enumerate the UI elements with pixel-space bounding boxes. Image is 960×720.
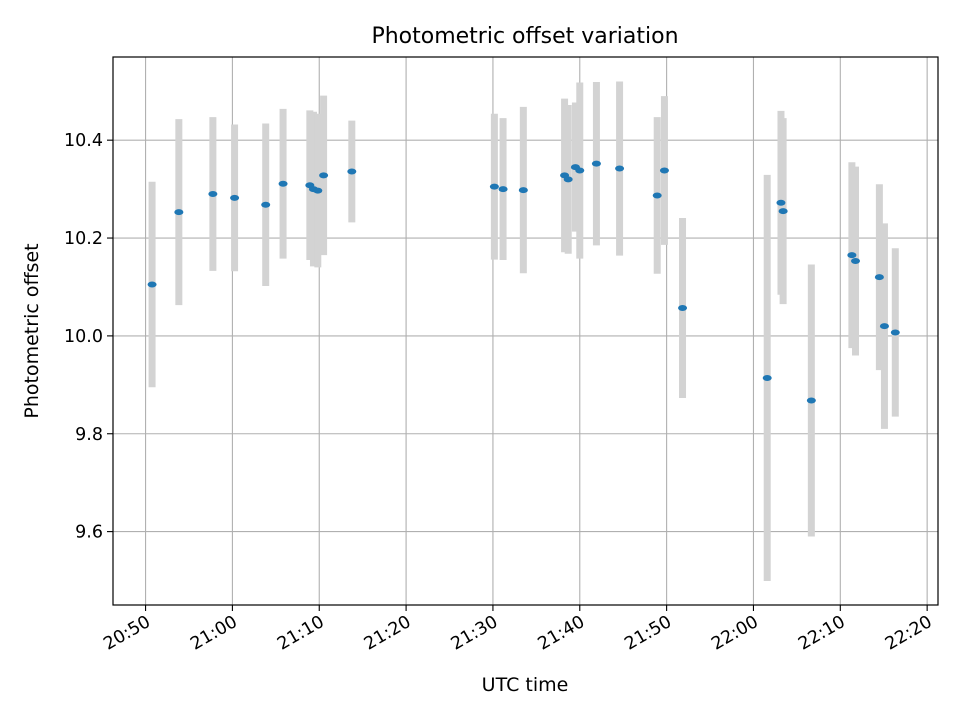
data-point	[762, 374, 772, 381]
data-point	[659, 167, 669, 174]
data-point	[489, 183, 499, 190]
data-point	[261, 201, 271, 208]
y-tick-label: 9.8	[75, 425, 103, 445]
data-point	[615, 165, 625, 172]
data-point	[776, 199, 786, 206]
data-point	[847, 252, 857, 259]
y-axis-ticks: 9.6 9.8 10.0 10.2 10.4	[64, 131, 113, 543]
data-point	[575, 167, 585, 174]
data-point	[890, 329, 900, 336]
data-point	[313, 187, 323, 194]
data-point	[851, 258, 860, 265]
data-point	[652, 192, 662, 199]
data-point	[147, 281, 157, 288]
chart-title: Photometric offset variation	[371, 24, 678, 49]
data-point	[347, 168, 357, 175]
data-points	[147, 160, 900, 404]
y-tick-label: 10.2	[64, 229, 103, 249]
data-point	[879, 323, 889, 330]
y-tick-label: 10.0	[64, 327, 103, 347]
data-point	[518, 187, 528, 194]
data-point	[319, 172, 329, 179]
data-point	[498, 186, 508, 193]
data-point	[230, 194, 240, 201]
data-point	[678, 305, 688, 312]
y-tick-label: 10.4	[64, 131, 103, 151]
y-axis-label: Photometric offset	[21, 243, 43, 418]
data-point	[806, 397, 816, 404]
data-point	[591, 160, 601, 167]
data-point	[174, 209, 184, 216]
data-point	[874, 274, 884, 281]
data-point	[778, 208, 788, 215]
plot-frame	[112, 56, 939, 606]
x-axis-label: UTC time	[482, 674, 569, 696]
data-point	[208, 191, 218, 197]
y-tick-label: 9.6	[75, 523, 103, 543]
data-point	[278, 180, 288, 187]
data-point	[563, 176, 573, 183]
